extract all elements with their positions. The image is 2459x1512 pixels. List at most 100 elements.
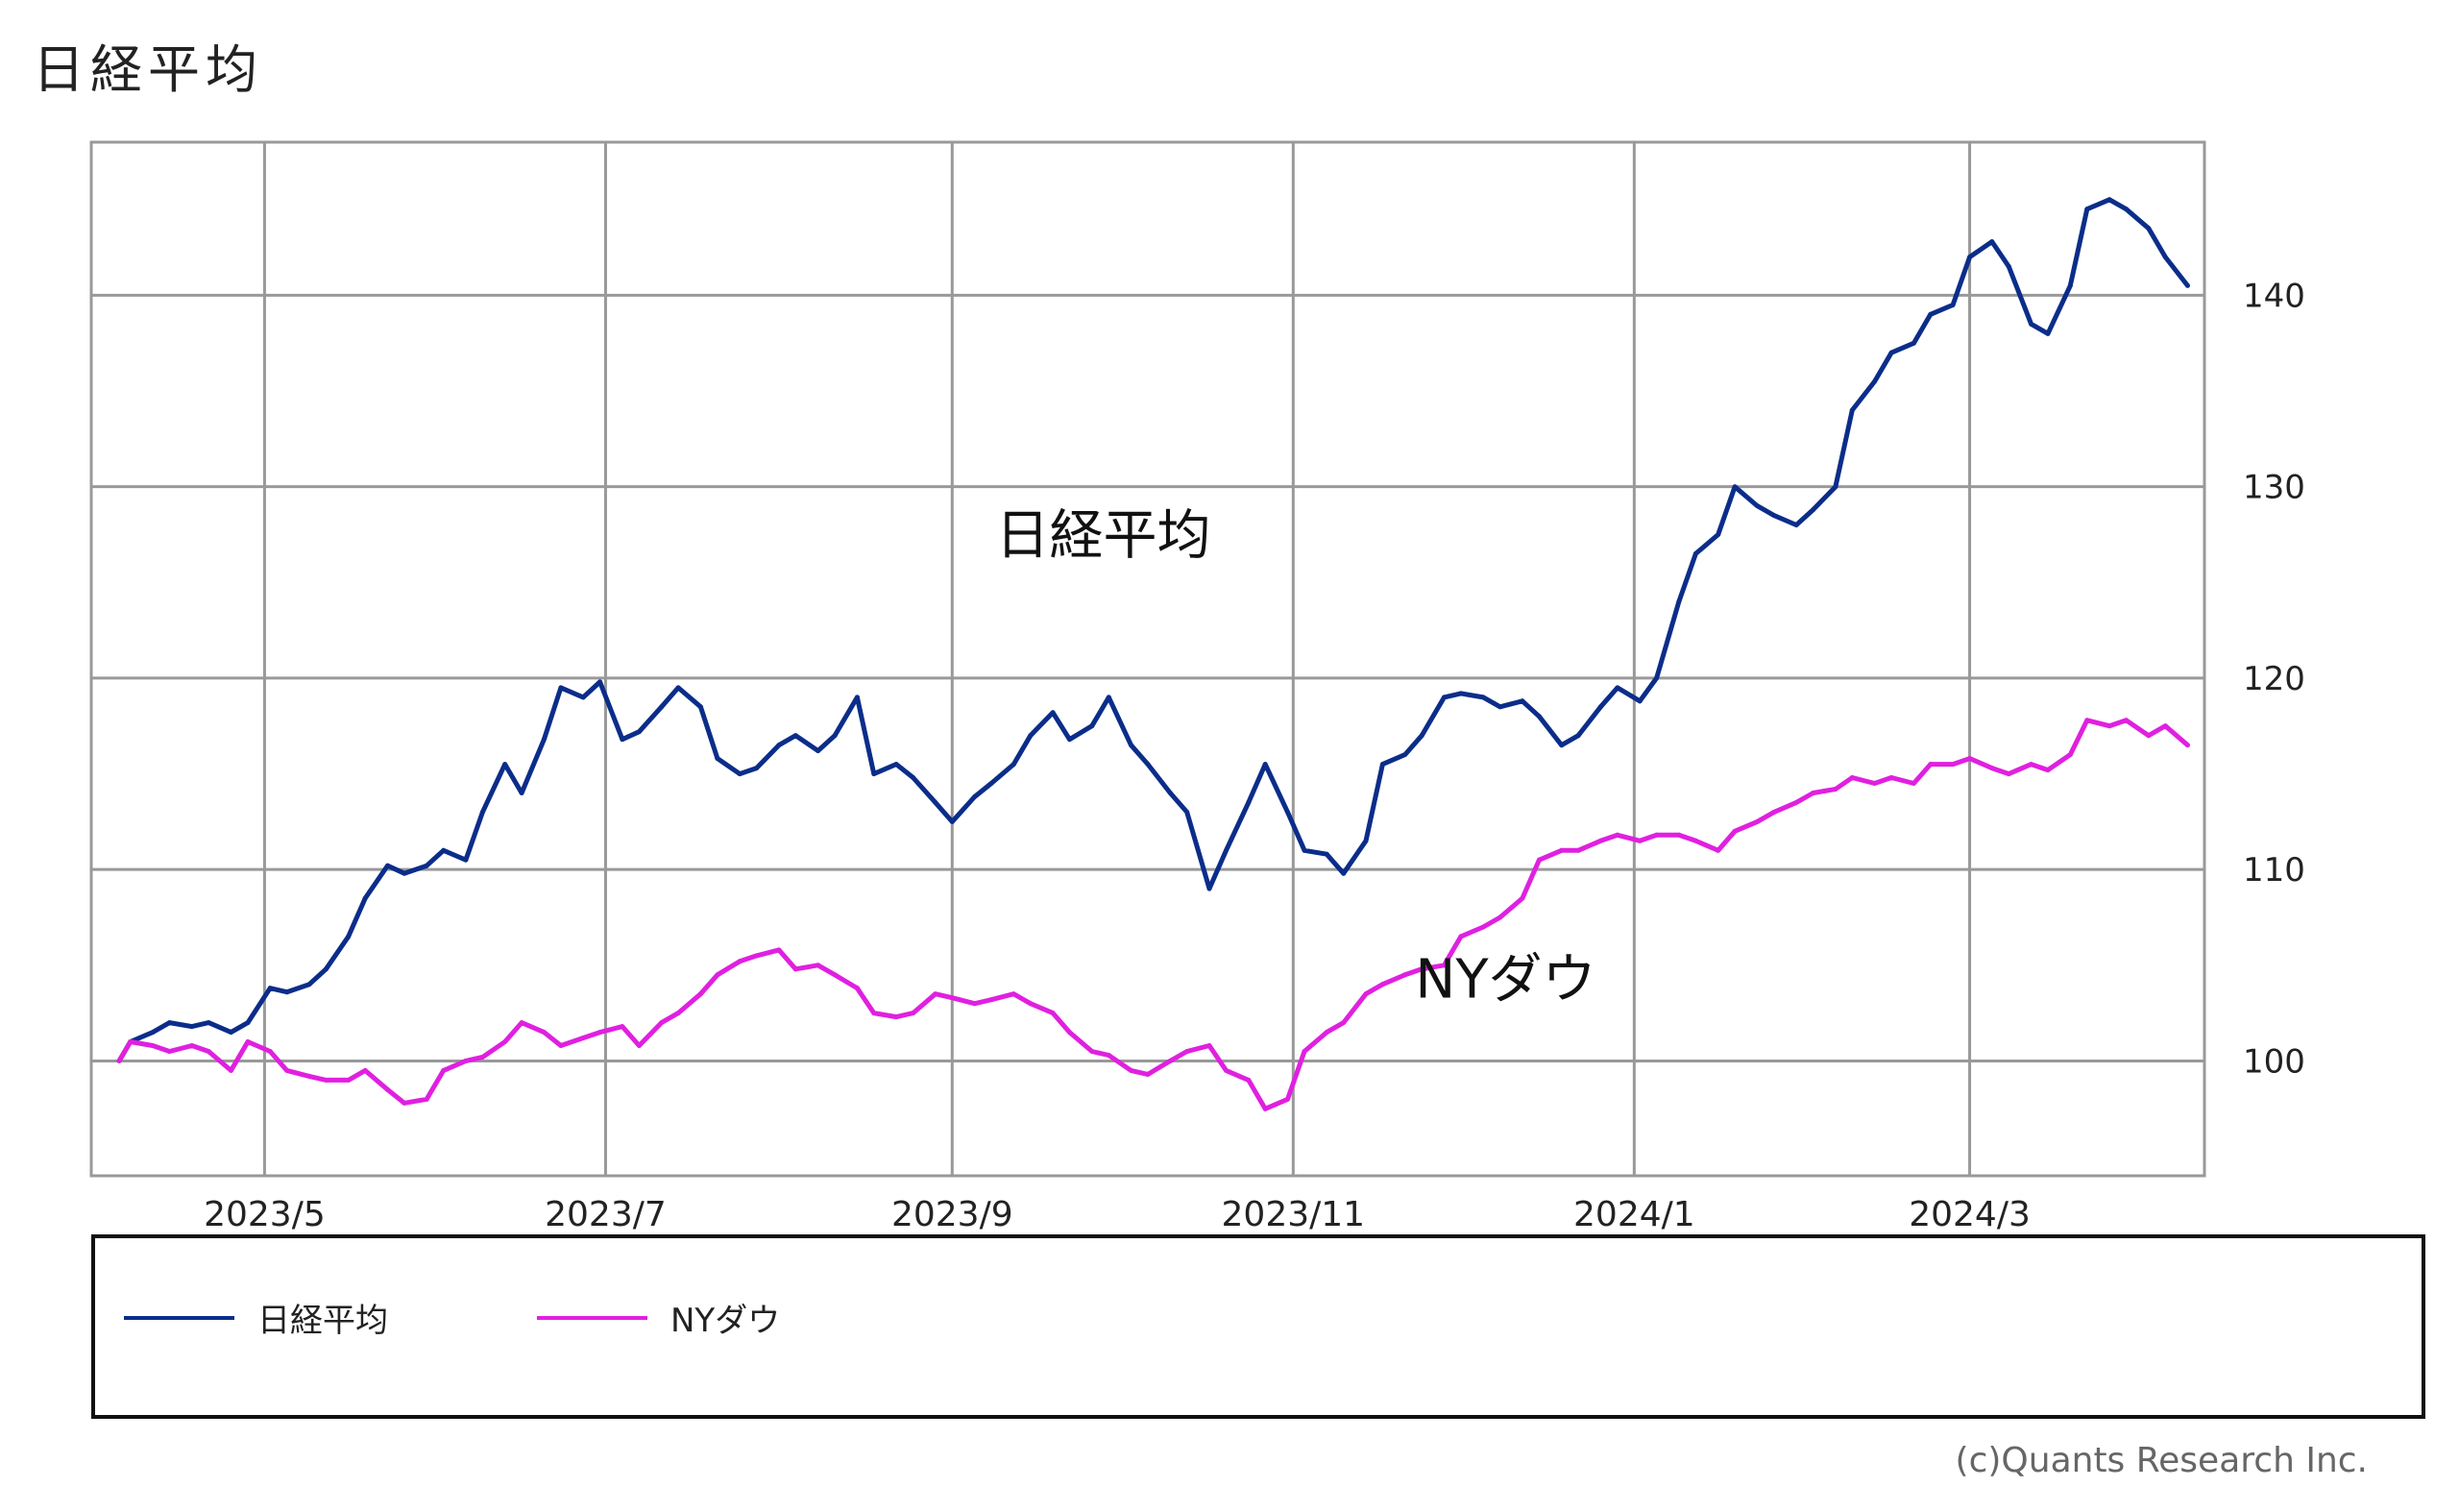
data-point <box>1246 1077 1252 1083</box>
data-point <box>1129 743 1133 748</box>
data-point <box>1559 743 1565 748</box>
data-point <box>346 1077 352 1083</box>
data-point <box>441 1067 447 1073</box>
data-point <box>832 972 838 978</box>
data-point <box>323 966 329 972</box>
data-point <box>636 1043 642 1048</box>
data-point <box>816 748 821 754</box>
data-point <box>792 966 798 972</box>
data-point <box>1184 809 1190 815</box>
data-point <box>206 1049 211 1054</box>
data-point <box>1597 838 1603 843</box>
data-point <box>1692 838 1698 843</box>
legend-label-nydow: NYダウ <box>670 1302 781 1340</box>
data-point <box>580 1036 586 1040</box>
data-point <box>2029 762 2034 768</box>
data-point <box>988 781 994 786</box>
y-tick-label: 130 <box>2243 469 2305 507</box>
data-point <box>1811 507 1816 513</box>
data-point <box>167 1020 172 1026</box>
data-point <box>1793 523 1799 527</box>
x-tick-label: 2023/5 <box>204 1195 326 1234</box>
data-point <box>1771 513 1777 519</box>
data-point <box>1967 756 1973 762</box>
legend-label-nikkei: 日経平均 <box>257 1302 388 1340</box>
x-tick-label: 2023/9 <box>891 1195 1013 1234</box>
data-point <box>737 959 743 964</box>
data-point <box>1285 809 1290 815</box>
data-point <box>167 1049 172 1054</box>
data-point <box>402 1100 407 1106</box>
data-point <box>2045 330 2051 336</box>
data-point <box>1324 851 1329 857</box>
data-point <box>1676 598 1682 604</box>
data-point <box>1480 695 1486 700</box>
data-point <box>1559 847 1565 853</box>
data-point <box>189 1043 195 1048</box>
data-point <box>1754 503 1760 509</box>
data-point <box>402 870 407 876</box>
data-point <box>1928 762 1934 768</box>
data-point <box>1811 791 1816 795</box>
data-point <box>754 953 760 959</box>
x-tick-label: 2023/7 <box>545 1195 667 1234</box>
data-point <box>2185 743 2190 748</box>
data-point <box>1145 762 1151 768</box>
data-point <box>306 982 312 988</box>
data-point <box>933 799 938 805</box>
data-point <box>502 1039 508 1044</box>
data-point <box>911 775 916 780</box>
data-point <box>1419 733 1424 739</box>
data-point <box>972 1001 978 1007</box>
data-point <box>424 863 429 868</box>
plot-area <box>89 140 2206 1178</box>
data-point <box>1224 1067 1229 1073</box>
data-point <box>1888 775 1894 780</box>
data-point <box>1167 791 1173 795</box>
data-point <box>1089 723 1095 729</box>
data-point <box>1262 1106 1268 1111</box>
data-point <box>229 1067 233 1073</box>
data-point <box>1911 781 1916 786</box>
data-point <box>2067 752 2073 758</box>
y-tick-label: 140 <box>2243 277 2305 315</box>
data-point <box>697 704 703 710</box>
series-annotation: NYダウ <box>1415 949 1595 1012</box>
data-point <box>2185 282 2190 288</box>
data-point <box>988 997 994 1003</box>
data-point <box>1010 762 1016 768</box>
data-point <box>1967 255 1973 260</box>
legend-swatch-nydow <box>537 1315 647 1320</box>
data-point <box>1302 847 1307 853</box>
y-tick-label: 110 <box>2243 851 2305 890</box>
data-point <box>267 1049 273 1054</box>
data-point <box>911 1011 916 1016</box>
data-point <box>1732 828 1738 834</box>
data-point <box>385 1086 390 1092</box>
data-point <box>1302 1049 1307 1054</box>
data-point <box>1849 407 1855 413</box>
axes: 100 110 120 130 140 2023/5 2023/7 2023/9 2023/11… <box>204 277 2305 1234</box>
copyright-credit: (c)Quants Research Inc. <box>1955 1441 2368 1480</box>
data-point <box>1771 809 1777 815</box>
data-point <box>116 1058 122 1063</box>
data-point <box>580 695 586 700</box>
data-point <box>229 1030 233 1036</box>
data-point <box>949 818 955 824</box>
data-point <box>597 679 603 685</box>
data-point <box>715 756 720 762</box>
data-point <box>128 1039 134 1044</box>
legend-item-nydow: NYダウ <box>537 1294 780 1341</box>
data-point <box>1363 991 1369 997</box>
data-point <box>1442 963 1447 968</box>
data-point <box>893 762 899 768</box>
data-point <box>1637 698 1643 704</box>
data-point <box>1872 781 1878 786</box>
series-annotation: 日経平均 <box>995 504 1210 567</box>
data-point <box>2084 207 2090 212</box>
data-point <box>675 685 681 691</box>
data-point <box>1262 762 1268 768</box>
data-point <box>1419 966 1424 972</box>
data-point <box>1989 766 1995 771</box>
data-point <box>424 1096 429 1102</box>
